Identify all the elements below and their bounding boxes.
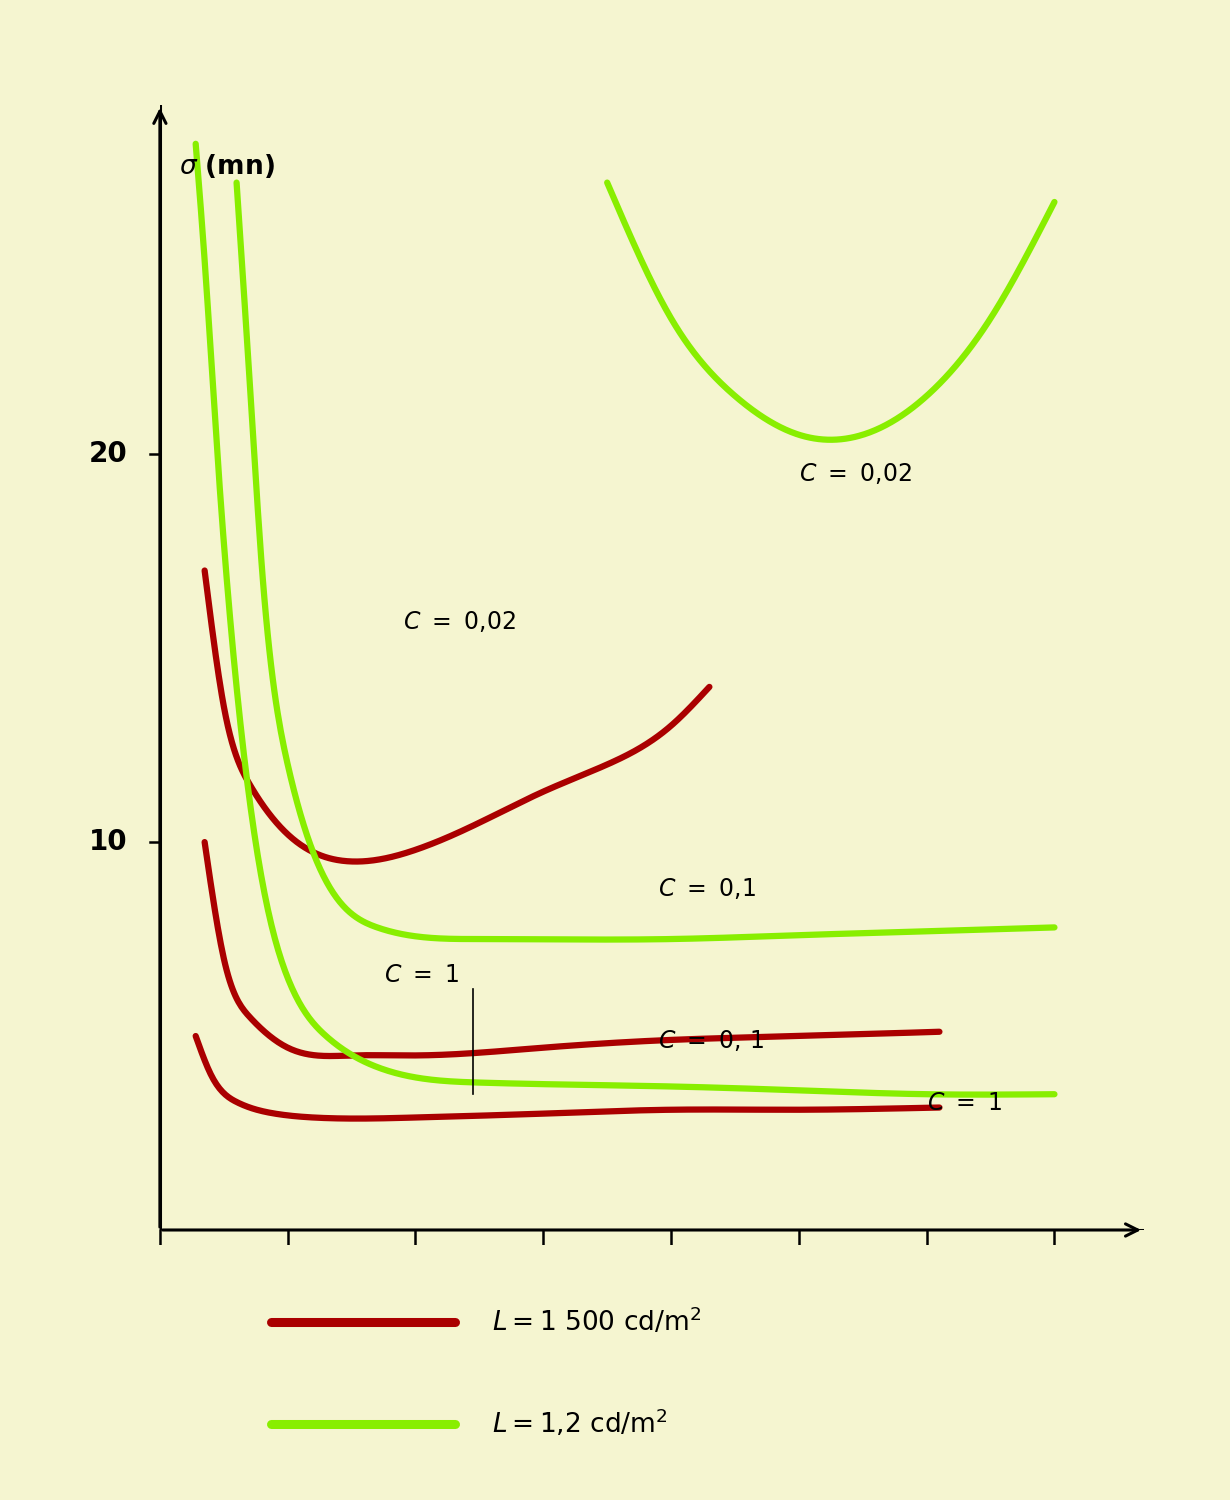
Text: 20: 20: [90, 440, 128, 468]
Text: 6: 6: [918, 1262, 936, 1288]
Text: 4: 4: [662, 1262, 680, 1288]
Text: 3: 3: [534, 1262, 554, 1288]
Text: 10: 10: [90, 828, 128, 856]
Text: 7: 7: [1044, 1262, 1064, 1288]
Text: $C\ =\ 1$: $C\ =\ 1$: [384, 963, 459, 987]
Text: $C\ =\ 0{,}02$: $C\ =\ 0{,}02$: [402, 609, 515, 633]
Text: (mm): (mm): [1098, 1316, 1170, 1340]
Text: 0: 0: [150, 1262, 170, 1288]
Text: $\sigma$ (mn): $\sigma$ (mn): [180, 152, 276, 180]
Text: $C\ =\ 1$: $C\ =\ 1$: [926, 1090, 1002, 1114]
Text: $C\ =\ 0{,}1$: $C\ =\ 0{,}1$: [658, 876, 756, 902]
Text: 5: 5: [790, 1262, 808, 1288]
Text: $\omega$: $\omega$: [1125, 1269, 1150, 1298]
Text: $C\ =\ 0{,}02$: $C\ =\ 0{,}02$: [798, 462, 911, 486]
Text: $L = 1{,}2\ \mathrm{cd/m^2}$: $L = 1{,}2\ \mathrm{cd/m^2}$: [492, 1407, 668, 1440]
Text: $C\ =\ 0{,}\ 1$: $C\ =\ 0{,}\ 1$: [658, 1028, 764, 1053]
Text: 2: 2: [406, 1262, 426, 1288]
Text: 1: 1: [278, 1262, 298, 1288]
Text: $L = 1\ 500\ \mathrm{cd/m^2}$: $L = 1\ 500\ \mathrm{cd/m^2}$: [492, 1306, 701, 1336]
